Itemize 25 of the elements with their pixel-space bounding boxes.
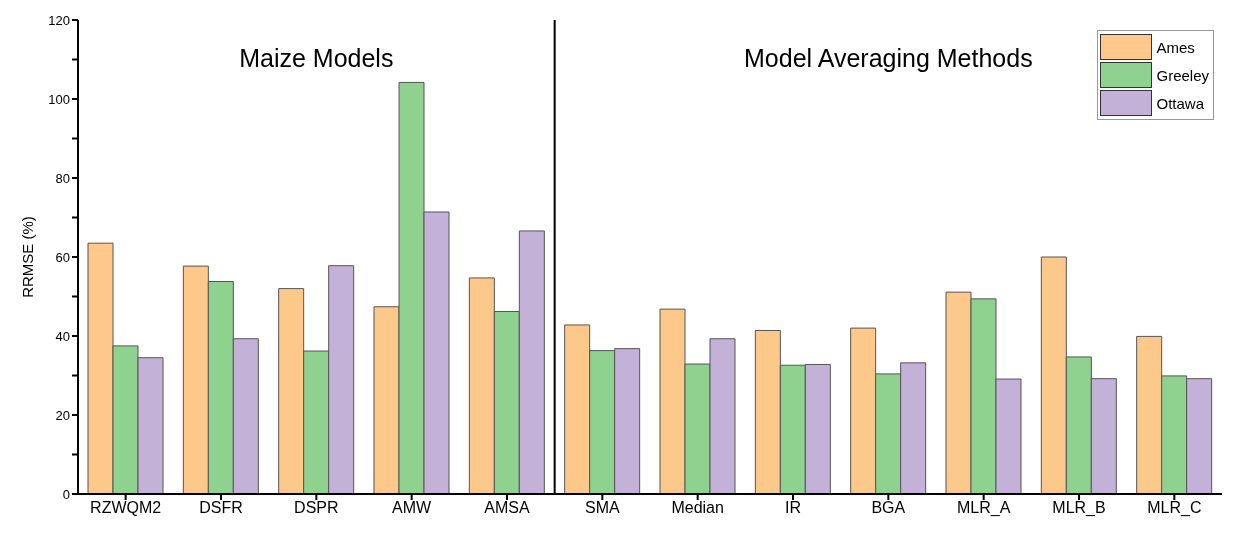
annotation: Model Averaging Methods [743,44,1034,73]
x-tick-label: DSFR [199,499,243,517]
x-tick-label: Median [671,499,724,517]
y-tick-label: 20 [55,407,70,423]
y-tick-label: 120 [48,12,70,28]
y-tick-label: 40 [55,328,70,344]
x-tick-label: DSPR [294,499,339,517]
x-tick-label: MLR_C [1147,499,1202,518]
legend-label: Ames [1156,38,1195,56]
y-tick-label: 0 [62,486,70,502]
y-tick-label: 60 [55,249,70,265]
x-tick-label: RZWQM2 [90,499,162,517]
y-tick-label: 100 [48,91,70,107]
annotation: Maize Models [238,44,395,73]
x-tick-label: IR [785,499,801,517]
x-tick-label: MLR_A [956,499,1011,518]
x-tick-label: SMA [585,499,620,517]
y-axis-title: RRMSE (%) [19,216,37,298]
x-tick-label: AMW [392,499,433,517]
legend-label: Greeley [1156,66,1209,84]
x-tick-label: BGA [871,499,906,517]
x-tick-label: MLR_B [1052,499,1106,518]
x-tick-label: AMSA [484,499,530,517]
y-tick-label: 80 [55,170,70,186]
legend-label: Ottawa [1156,94,1204,112]
